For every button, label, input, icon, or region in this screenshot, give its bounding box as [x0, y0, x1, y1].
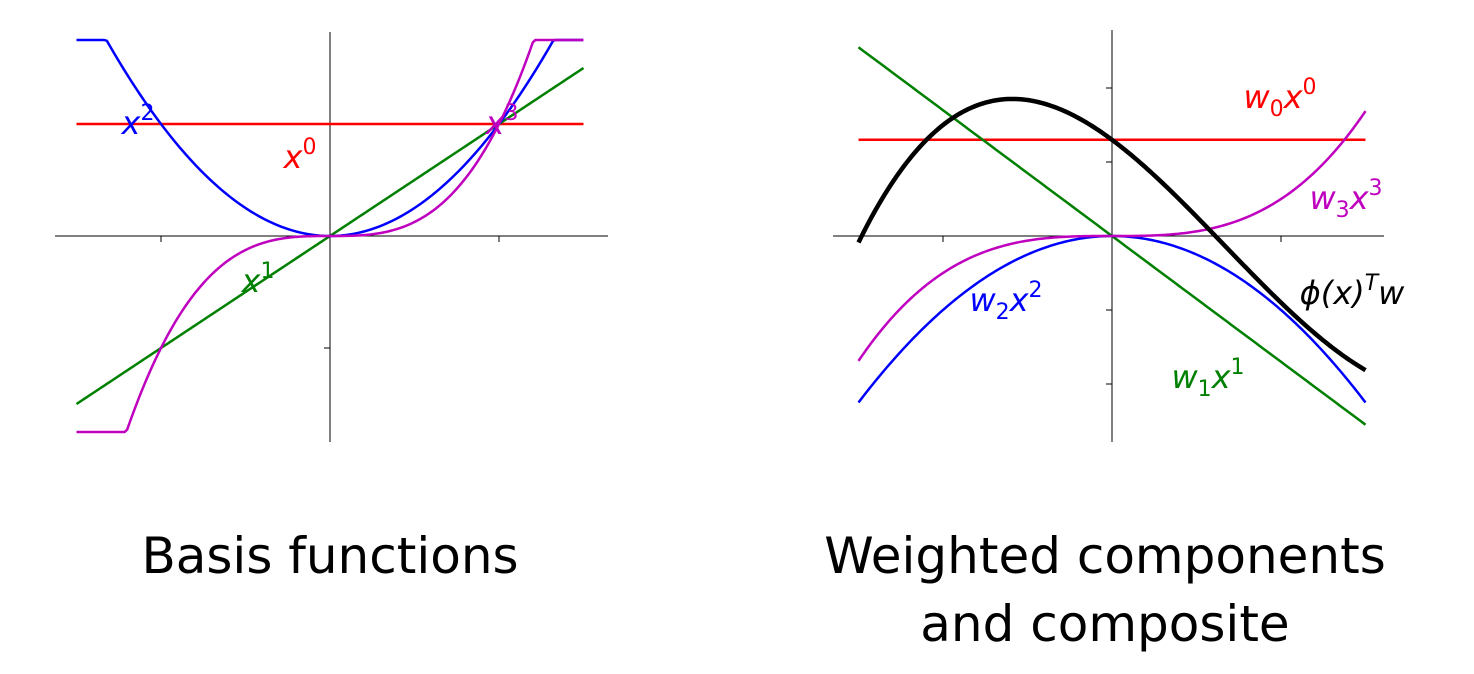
- caption-weighted-components: Weighted components and composite: [780, 522, 1430, 658]
- weighted-components-chart: w0x0 w1x1 w2x2 w3x3 ϕ(x)Tw: [833, 30, 1405, 442]
- series-line-phi-x-t-w: [856, 96, 1367, 373]
- series-label-phi-x-t-w: ϕ(x)Tw: [1300, 271, 1405, 312]
- series-line-x-3: [76, 38, 584, 434]
- series-label-w2x-2: w2x2: [969, 278, 1042, 325]
- series-label-x-1: x1: [241, 259, 275, 300]
- caption-basis-functions: Basis functions: [141, 527, 519, 585]
- series-label-w3x-3: w3x3: [1309, 176, 1382, 223]
- series-label-x-3: x3: [485, 101, 519, 142]
- caption-weighted-line1: Weighted components: [824, 527, 1386, 585]
- series-label-x-0: x0: [283, 135, 317, 176]
- series-label-w1x-1: w1x1: [1171, 355, 1244, 402]
- basis-functions-chart: x0 x1 x2 x3: [55, 32, 608, 442]
- series-line-w3x-3: [857, 110, 1367, 362]
- series-label-w0x-0: w0x0: [1243, 75, 1316, 122]
- caption-weighted-line2: and composite: [920, 595, 1290, 653]
- series-label-x-2: x2: [121, 101, 155, 142]
